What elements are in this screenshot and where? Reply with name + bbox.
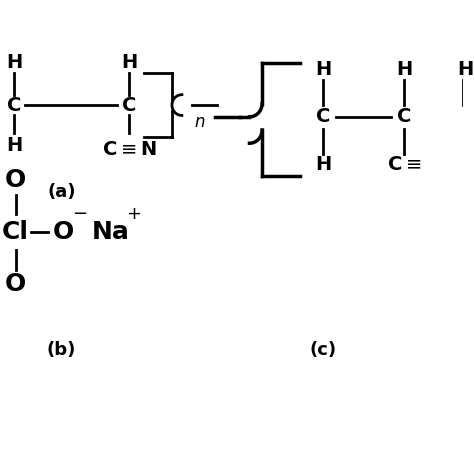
Text: Na: Na bbox=[91, 220, 129, 244]
Text: C: C bbox=[7, 96, 21, 115]
Text: C: C bbox=[316, 107, 330, 127]
Text: (a): (a) bbox=[47, 183, 76, 201]
Text: O: O bbox=[5, 168, 26, 192]
Text: H: H bbox=[6, 53, 22, 72]
Text: H: H bbox=[457, 60, 473, 79]
Text: H: H bbox=[121, 53, 137, 72]
Text: (c): (c) bbox=[310, 341, 337, 359]
Text: O: O bbox=[52, 220, 73, 244]
Text: n: n bbox=[194, 112, 205, 130]
Text: C$\equiv$N: C$\equiv$N bbox=[102, 140, 156, 159]
Text: H: H bbox=[396, 60, 412, 79]
Text: +: + bbox=[126, 205, 141, 223]
Text: C: C bbox=[122, 96, 137, 115]
Text: H: H bbox=[315, 60, 331, 79]
Text: −: − bbox=[72, 205, 87, 223]
Text: C$\equiv$: C$\equiv$ bbox=[387, 155, 421, 174]
Text: H: H bbox=[315, 155, 331, 174]
Text: H: H bbox=[6, 136, 22, 155]
Text: Cl: Cl bbox=[2, 220, 29, 244]
Text: O: O bbox=[5, 272, 26, 296]
Text: C: C bbox=[397, 107, 411, 127]
Text: (b): (b) bbox=[47, 341, 76, 359]
